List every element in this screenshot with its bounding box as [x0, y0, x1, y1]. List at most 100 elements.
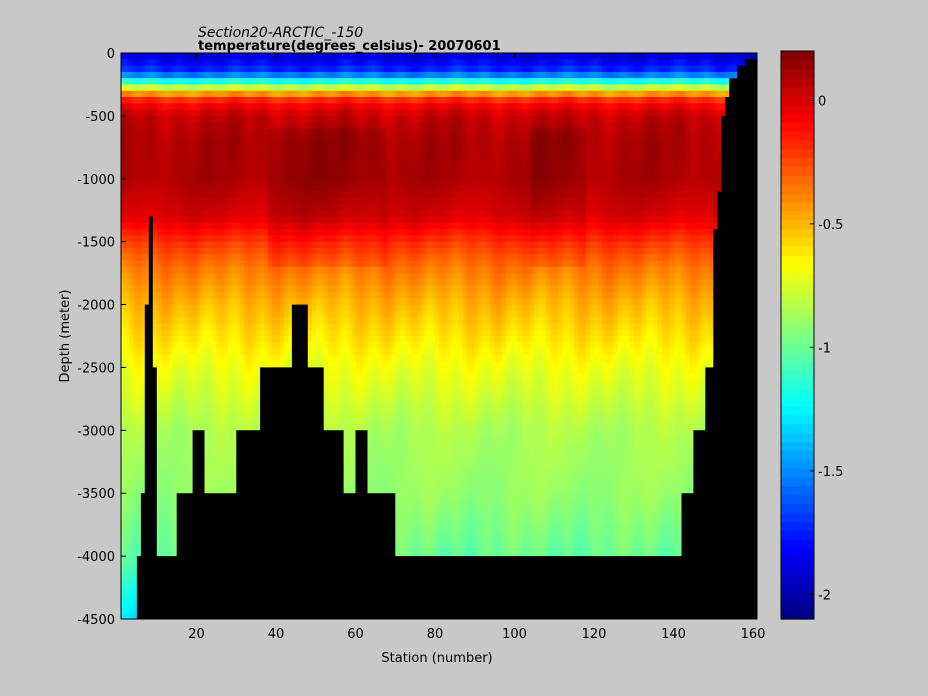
heatmap-cell: [371, 229, 376, 236]
heatmap-cell: [442, 216, 448, 224]
heatmap-cell: [518, 159, 524, 167]
heatmap-cell: [454, 84, 460, 92]
heatmap-cell: [236, 235, 241, 243]
heatmap-cell: [172, 59, 178, 67]
heatmap-cell: [510, 109, 516, 117]
heatmap-cell: [132, 84, 138, 92]
heatmap-cell: [450, 78, 456, 86]
heatmap-cell: [439, 185, 444, 192]
heatmap-cell: [462, 191, 468, 199]
heatmap-cell: [446, 241, 452, 249]
heatmap-cell: [415, 53, 420, 60]
heatmap-cell: [168, 197, 174, 205]
heatmap-cell: [486, 178, 492, 186]
heatmap-cell: [323, 229, 329, 236]
heatmap-cell: [367, 141, 373, 148]
heatmap-cell: [442, 115, 448, 123]
heatmap-cell: [717, 141, 722, 148]
heatmap-cell: [522, 210, 528, 218]
heatmap-cell: [399, 235, 404, 243]
heatmap-cell: [598, 203, 603, 211]
heatmap-cell: [510, 241, 516, 249]
heatmap-cell: [232, 241, 237, 249]
heatmap-cell: [462, 172, 468, 180]
heatmap-cell: [490, 241, 496, 249]
heatmap-cell: [466, 153, 472, 161]
heatmap-cell: [276, 222, 281, 230]
heatmap-cell: [188, 203, 194, 211]
heatmap-cell: [713, 78, 718, 86]
heatmap-cell: [383, 166, 388, 174]
heatmap-cell: [649, 65, 655, 73]
heatmap-cell: [176, 178, 182, 186]
heatmap-cell: [458, 147, 464, 155]
heatmap-cell: [319, 216, 325, 224]
heatmap-cell: [140, 191, 146, 199]
heatmap-cell: [542, 90, 547, 98]
heatmap-cell: [160, 109, 166, 117]
heatmap-cell: [196, 178, 202, 186]
heatmap-cell: [228, 216, 233, 224]
heatmap-cell: [164, 78, 170, 86]
heatmap-cell: [319, 229, 325, 236]
heatmap-cell: [431, 103, 436, 111]
heatmap-cell: [621, 128, 627, 136]
heatmap-cell: [510, 210, 516, 218]
heatmap-cell: [697, 71, 702, 79]
heatmap-cell: [224, 159, 229, 167]
heatmap-cell: [232, 178, 237, 186]
heatmap-cell: [605, 191, 611, 199]
heatmap-cell: [232, 90, 237, 98]
heatmap-cell: [387, 90, 392, 98]
heatmap-cell: [466, 103, 472, 111]
heatmap-cell: [574, 59, 579, 67]
heatmap-cell: [295, 229, 301, 236]
heatmap-cell: [367, 97, 373, 104]
heatmap-cell: [586, 90, 591, 98]
heatmap-cell: [582, 191, 587, 199]
heatmap-cell: [645, 103, 651, 111]
heatmap-cell: [315, 84, 321, 92]
heatmap-cell: [347, 134, 353, 142]
heatmap-cell: [423, 191, 428, 199]
heatmap-cell: [669, 147, 675, 155]
heatmap-cell: [633, 222, 639, 230]
heatmap-cell: [629, 222, 635, 230]
heatmap-cell: [291, 109, 297, 117]
heatmap-cell: [685, 84, 691, 92]
heatmap-cell: [518, 191, 524, 199]
heatmap-cell: [427, 59, 432, 67]
heatmap-cell: [375, 210, 380, 218]
heatmap-cell: [617, 134, 623, 142]
heatmap-cell: [407, 103, 412, 111]
heatmap-cell: [546, 197, 551, 205]
heatmap-cell: [156, 122, 162, 130]
heatmap-cell: [168, 141, 174, 148]
heatmap-cell: [546, 191, 551, 199]
heatmap-cell: [311, 78, 317, 86]
heatmap-cell: [673, 141, 679, 148]
heatmap-cell: [450, 103, 456, 111]
heatmap-cell: [248, 84, 253, 92]
heatmap-cell: [212, 134, 217, 142]
heatmap-cell: [677, 115, 683, 123]
heatmap-cell: [272, 122, 277, 130]
heatmap-cell: [415, 109, 420, 117]
heatmap-cell: [598, 159, 603, 167]
heatmap-cell: [164, 128, 170, 136]
heatmap-cell: [220, 159, 225, 167]
heatmap-cell: [657, 90, 663, 98]
heatmap-cell: [510, 53, 516, 60]
heatmap-cell: [506, 65, 512, 73]
heatmap-cell: [355, 65, 361, 73]
heatmap-cell: [160, 141, 166, 148]
heatmap-cell: [399, 84, 404, 92]
heatmap-cell: [590, 197, 595, 205]
heatmap-cell: [669, 203, 675, 211]
heatmap-cell: [514, 71, 520, 79]
heatmap-cell: [590, 97, 595, 104]
heatmap-cell: [287, 210, 293, 218]
heatmap-cell: [164, 185, 170, 192]
heatmap-cell: [478, 153, 484, 161]
heatmap-cell: [256, 141, 261, 148]
